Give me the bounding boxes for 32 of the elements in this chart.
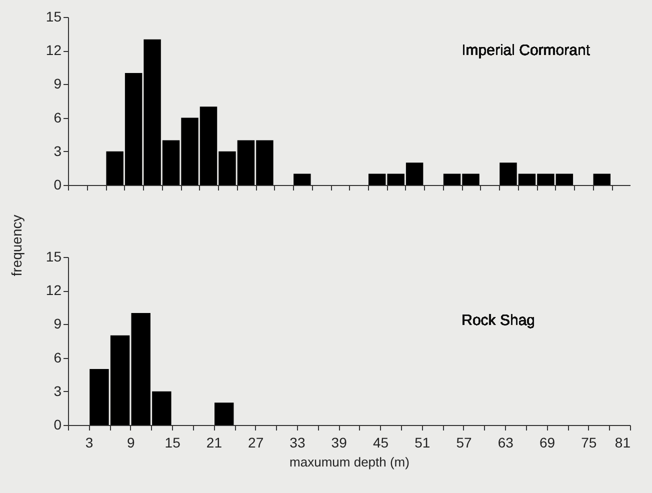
- text: Rock Shag: [462, 312, 535, 329]
- y-tick-label: 0: [54, 176, 62, 192]
- x-tick-label: 21: [206, 434, 222, 450]
- y-axis-title: frequency: [8, 214, 24, 276]
- y-tick-label: 3: [54, 142, 62, 159]
- x-tick-label: 57: [456, 434, 472, 450]
- y-tick-label: 9: [54, 316, 62, 332]
- bar: [593, 174, 611, 185]
- x-tick-label: 15: [164, 434, 181, 450]
- x-tick-label: 63: [498, 434, 514, 450]
- x-tick-label: 27: [248, 434, 264, 450]
- text: Imperial Cormorant: [462, 42, 591, 59]
- y-tick-label: 6: [54, 109, 62, 126]
- x-tick-label: 69: [539, 434, 556, 450]
- x-tick-label: 39: [331, 434, 348, 450]
- x-tick-label: 75: [581, 434, 597, 450]
- y-tick-label: 15: [46, 8, 62, 24]
- y-tick-label: 15: [46, 248, 62, 264]
- bar: [294, 174, 311, 185]
- x-tick-label: 3: [85, 434, 94, 450]
- y-tick-label: 12: [46, 282, 62, 298]
- x-tick-label: 51: [414, 434, 430, 450]
- y-tick-label: 12: [46, 42, 62, 58]
- x-tick-label: 9: [127, 434, 136, 450]
- x-tick-label: 81: [614, 434, 631, 450]
- y-tick-label: 6: [54, 349, 62, 366]
- y-tick-label: 3: [54, 382, 62, 399]
- y-tick-label: 9: [54, 76, 62, 92]
- x-axis-title: maxumum depth (m): [290, 454, 410, 470]
- x-tick-label: 45: [372, 434, 389, 450]
- x-tick-label: 33: [290, 434, 306, 450]
- y-tick-label: 0: [54, 416, 62, 432]
